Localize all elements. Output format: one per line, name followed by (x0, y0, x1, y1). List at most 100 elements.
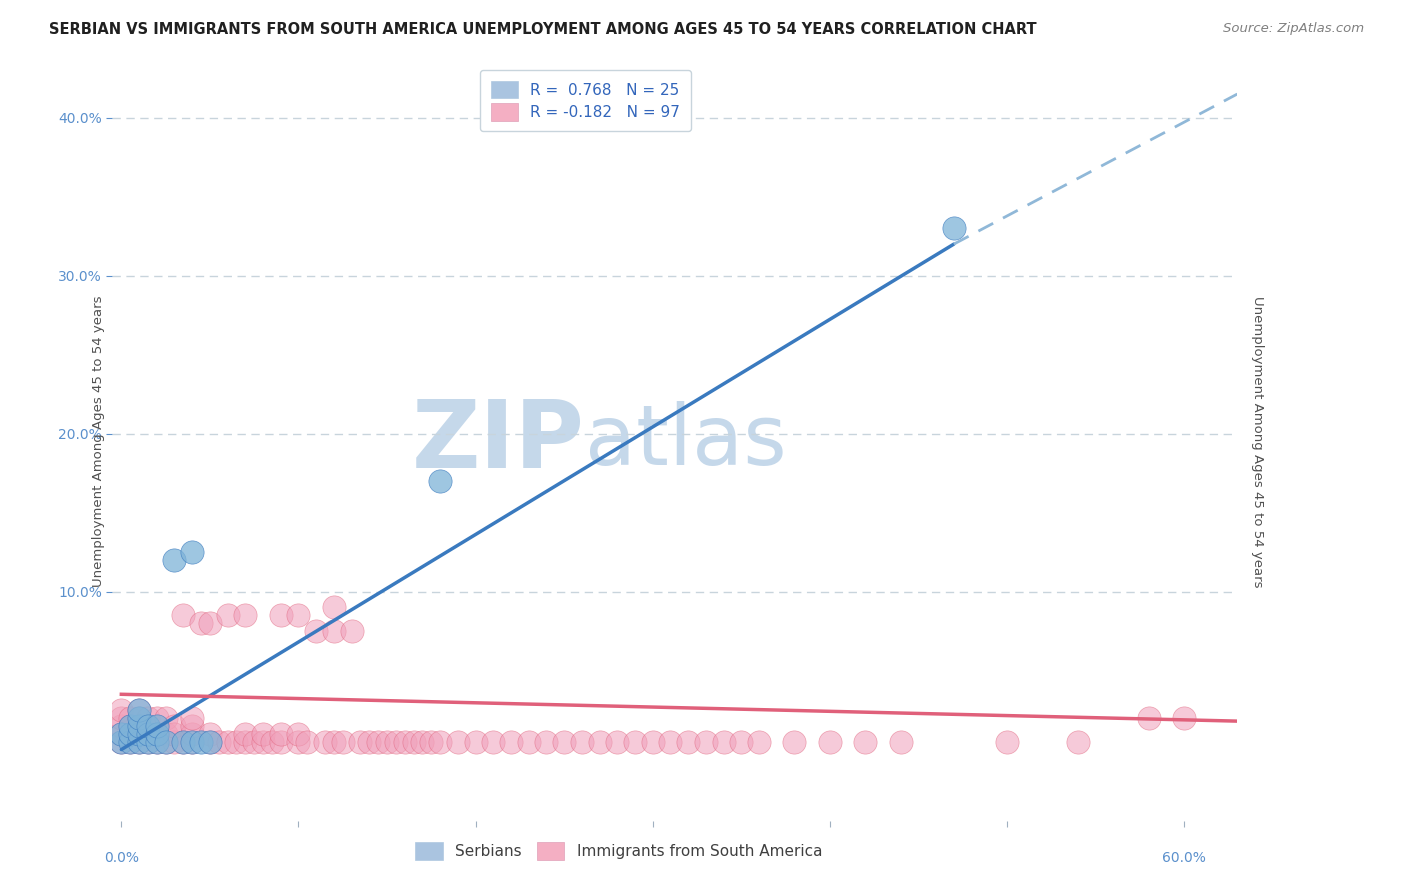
Point (375, 734, 398, 748)
Point (287, 727, 309, 741)
Point (243, 734, 266, 748)
Point (359, 734, 381, 748)
Point (252, 727, 274, 741)
Point (120, 711, 142, 725)
Point (145, 719, 167, 733)
Point (190, 616, 212, 631)
Point (110, 734, 132, 748)
Point (676, 734, 699, 748)
Point (198, 734, 221, 748)
Point (297, 734, 319, 748)
Point (128, 719, 150, 733)
Point (942, 221, 965, 235)
Point (163, 719, 186, 733)
Point (110, 727, 132, 741)
Point (233, 727, 256, 741)
Text: 60.0%: 60.0% (1163, 851, 1206, 865)
Point (136, 719, 159, 733)
Point (748, 734, 770, 748)
Point (783, 734, 806, 748)
Point (287, 734, 309, 748)
Point (420, 734, 443, 748)
Point (136, 727, 159, 741)
Point (322, 734, 344, 748)
Point (145, 711, 167, 725)
Point (217, 608, 239, 623)
Y-axis label: Unemployment Among Ages 45 to 54 years: Unemployment Among Ages 45 to 54 years (1251, 296, 1264, 587)
Point (181, 719, 204, 733)
Point (411, 734, 433, 748)
Point (606, 734, 628, 748)
Point (641, 734, 664, 748)
Point (128, 727, 150, 741)
Point (181, 734, 204, 748)
Point (995, 734, 1018, 748)
Point (305, 624, 328, 639)
Point (349, 734, 371, 748)
Point (217, 734, 239, 748)
Point (1173, 711, 1195, 725)
Point (314, 734, 336, 748)
Point (155, 734, 177, 748)
Point (155, 711, 177, 725)
Point (553, 734, 575, 748)
Point (181, 727, 204, 741)
Point (120, 719, 142, 733)
Point (536, 734, 558, 748)
Point (853, 734, 876, 748)
Point (128, 703, 150, 717)
Point (624, 734, 647, 748)
Point (120, 727, 142, 741)
Point (190, 734, 212, 748)
Point (1137, 711, 1160, 725)
Point (181, 711, 204, 725)
Point (128, 703, 150, 717)
Point (128, 711, 150, 725)
Point (447, 734, 470, 748)
Point (260, 734, 283, 748)
Point (287, 608, 309, 623)
Point (270, 608, 292, 623)
Point (120, 734, 142, 748)
Point (890, 734, 912, 748)
Point (252, 734, 274, 748)
Point (402, 734, 425, 748)
Point (198, 734, 221, 748)
Point (110, 703, 132, 717)
Point (110, 734, 132, 748)
Point (464, 734, 486, 748)
Text: SERBIAN VS IMMIGRANTS FROM SOUTH AMERICA UNEMPLOYMENT AMONG AGES 45 TO 54 YEARS : SERBIAN VS IMMIGRANTS FROM SOUTH AMERICA… (49, 22, 1036, 37)
Point (340, 624, 363, 639)
Point (172, 734, 194, 748)
Point (128, 719, 150, 733)
Point (482, 734, 505, 748)
Point (517, 734, 540, 748)
Point (1067, 734, 1090, 748)
Point (136, 734, 159, 748)
Point (233, 608, 256, 623)
Point (145, 727, 167, 741)
Point (110, 727, 132, 741)
Point (128, 727, 150, 741)
Point (322, 600, 344, 615)
Point (713, 734, 735, 748)
Point (163, 734, 186, 748)
Point (588, 734, 610, 748)
Text: ZIP: ZIP (412, 395, 585, 488)
Point (695, 734, 717, 748)
Point (730, 734, 752, 748)
Point (110, 719, 132, 733)
Point (155, 734, 177, 748)
Point (128, 734, 150, 748)
Point (429, 734, 451, 748)
Point (322, 624, 344, 639)
Text: Source: ZipAtlas.com: Source: ZipAtlas.com (1223, 22, 1364, 36)
Text: atlas: atlas (585, 401, 786, 482)
Point (136, 711, 159, 725)
Point (429, 474, 451, 488)
Point (332, 734, 354, 748)
Point (198, 727, 221, 741)
Point (136, 734, 159, 748)
Point (499, 734, 522, 748)
Point (225, 734, 247, 748)
